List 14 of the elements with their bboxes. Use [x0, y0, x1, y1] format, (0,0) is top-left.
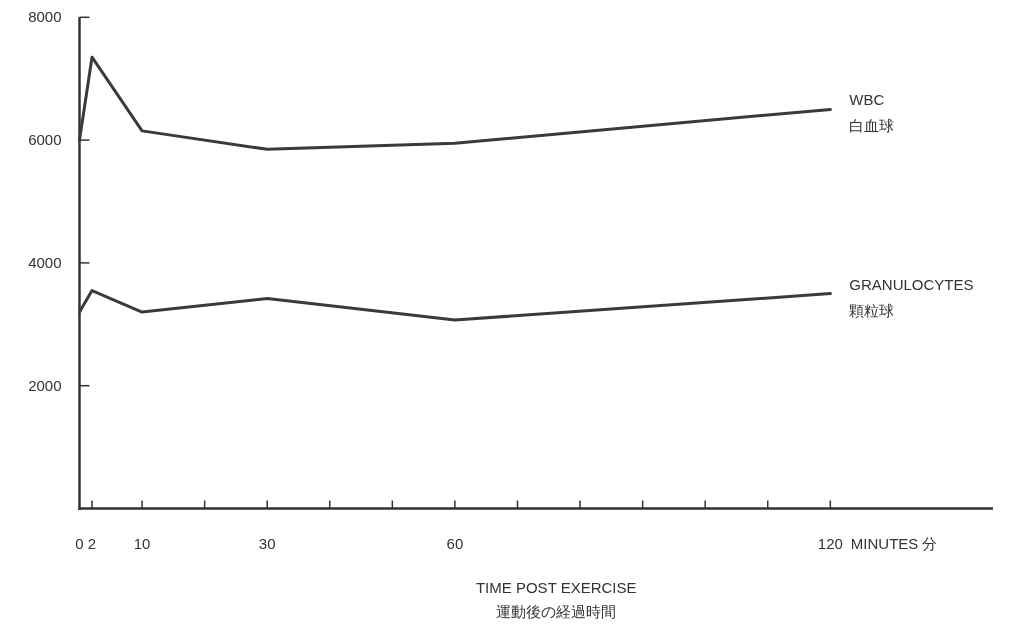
y-tick-label: 2000 — [28, 376, 62, 394]
x-tick-label: 2 — [87, 534, 97, 552]
text: MINUTES 分 — [850, 534, 938, 552]
series-label: WBC 白血球 — [849, 91, 895, 135]
y-tick-label: 8000 — [28, 8, 62, 26]
y-tick-label: 4000 — [28, 253, 62, 271]
series-label: GRANULOCYTES 顆粒球 — [849, 275, 974, 319]
x-axis-title: TIME POST EXERCISE 運動後の経過時間 — [475, 578, 637, 620]
y-tick-label: 6000 — [28, 131, 62, 149]
x-tick-label: 10 — [133, 534, 151, 552]
x-tick-label: 120 — [817, 534, 843, 552]
x-tick-label: 60 — [446, 534, 464, 552]
x-tick-label: 30 — [258, 534, 276, 552]
x-tick-label: 0 — [75, 534, 84, 552]
